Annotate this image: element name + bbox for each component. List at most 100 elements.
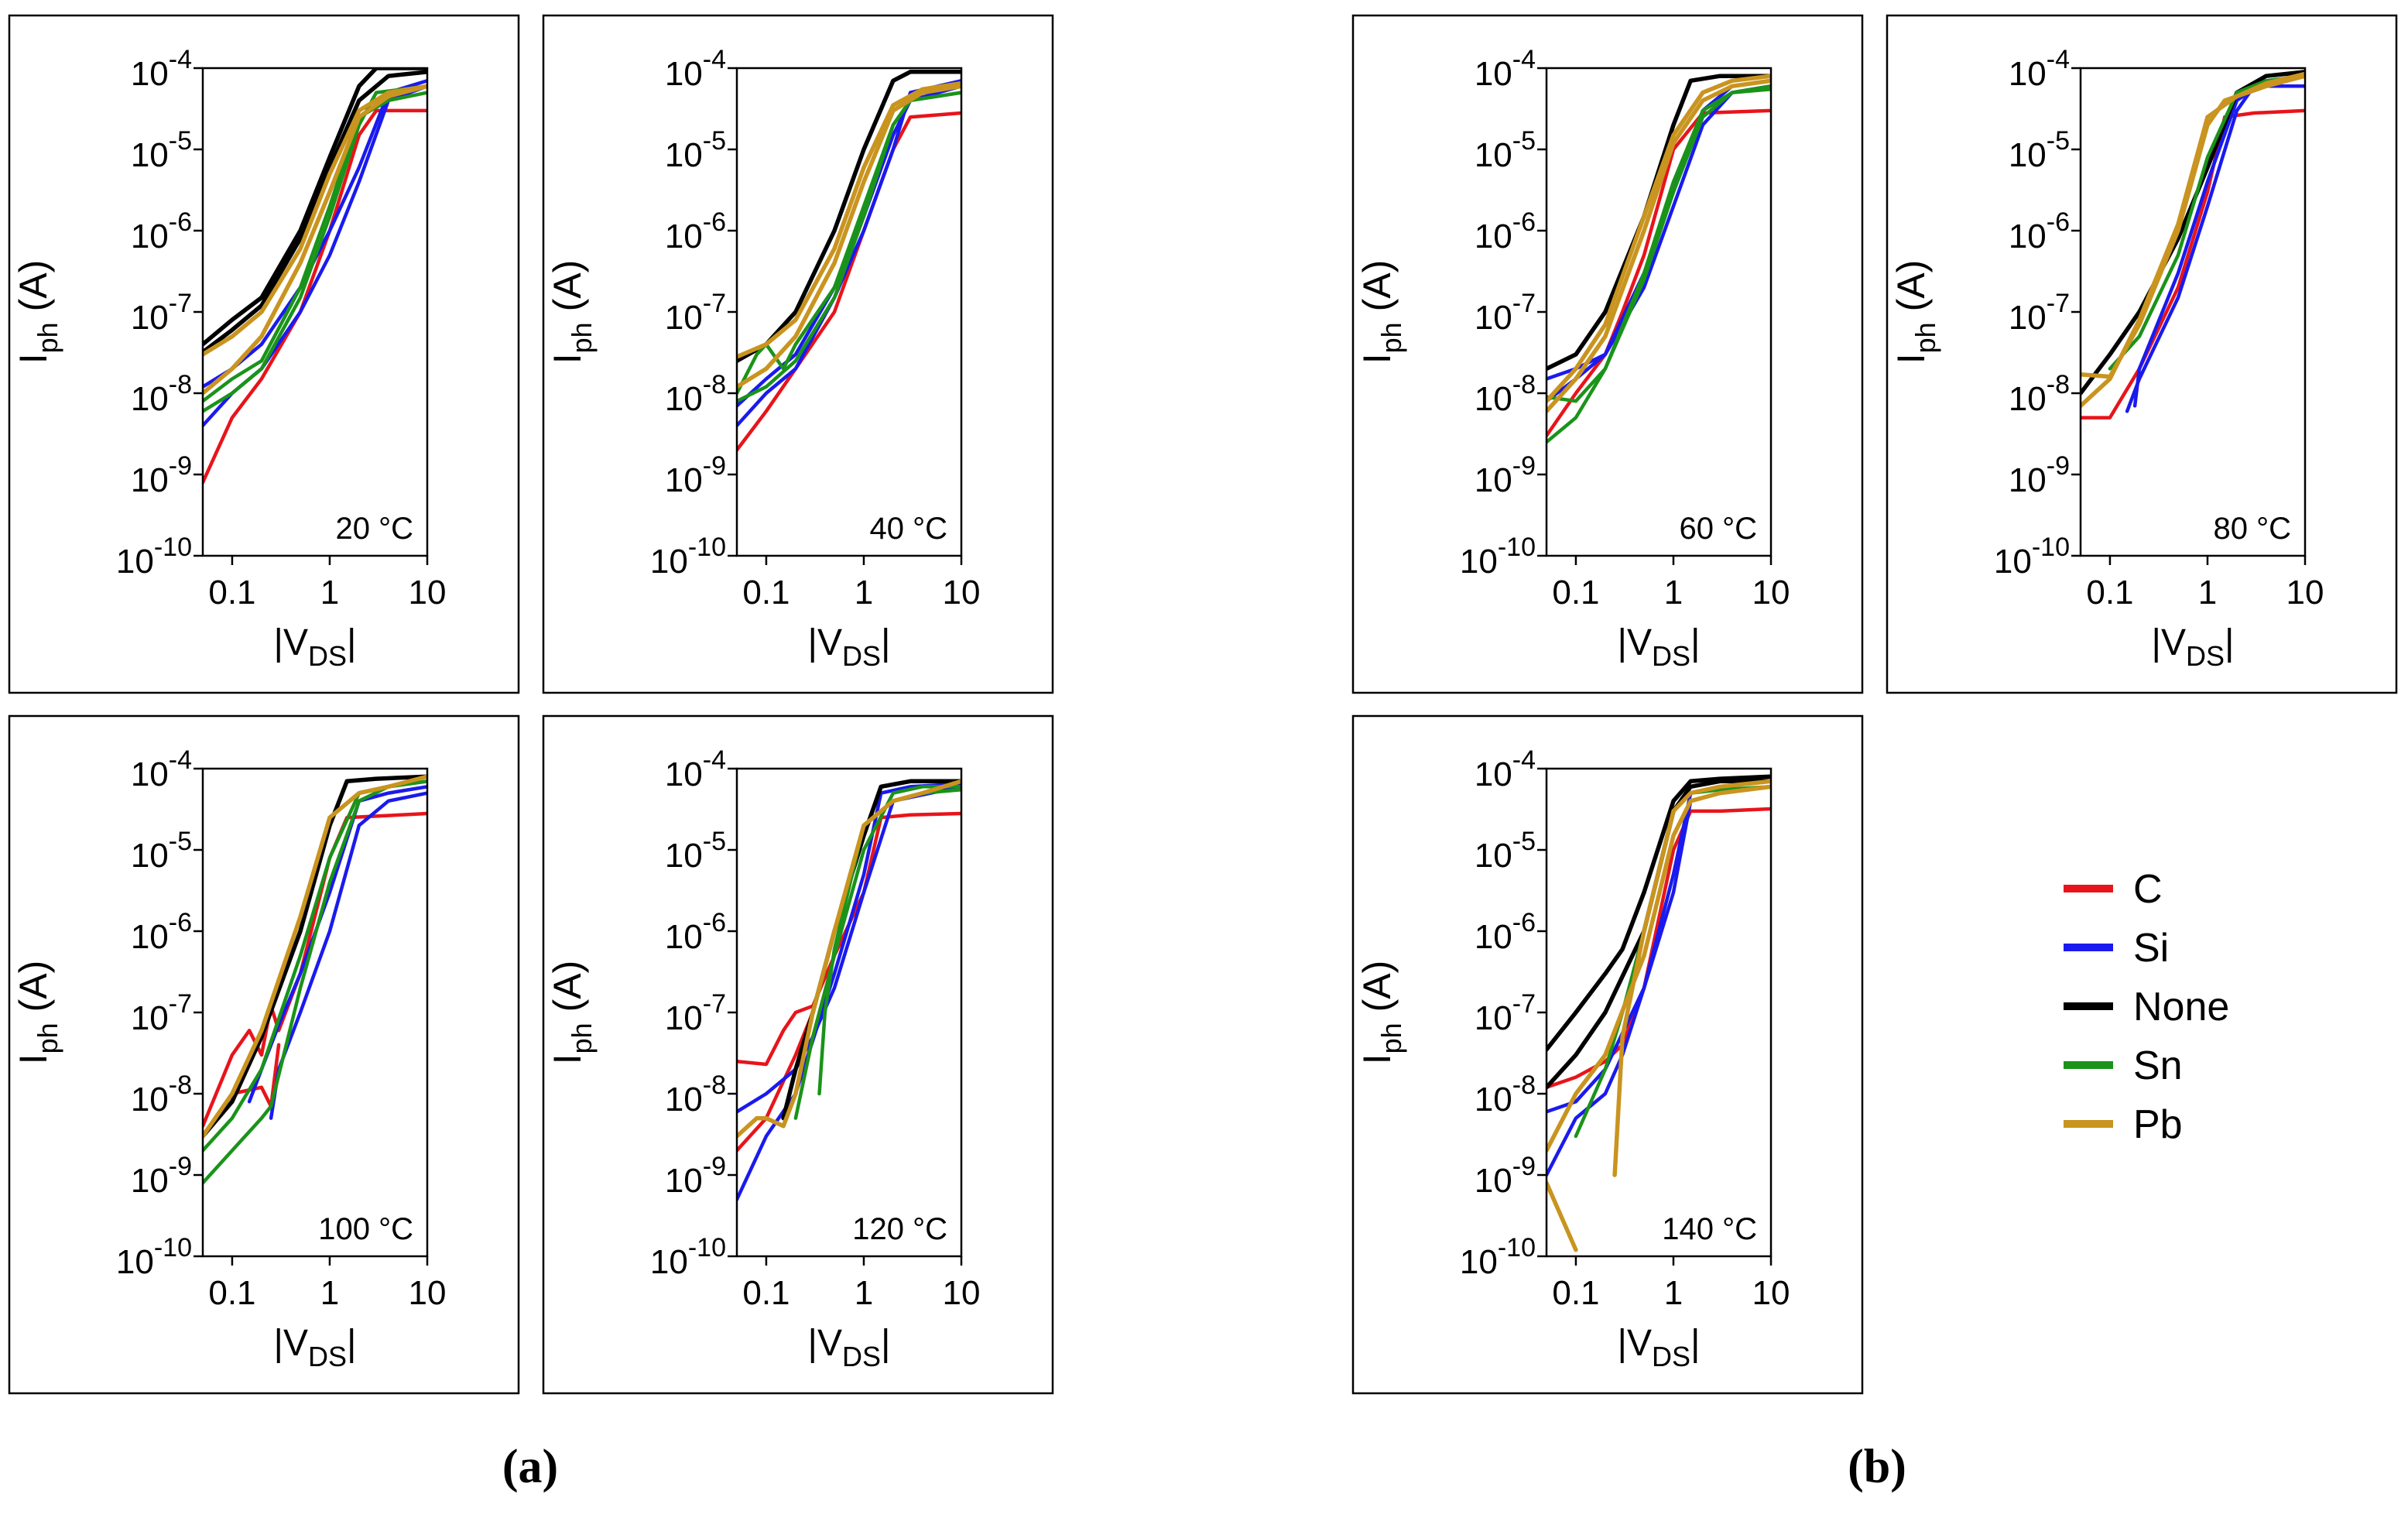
series-line-pb [1547,784,1771,1153]
y-tick-exponent: -7 [1512,289,1536,318]
x-tick-label: 0.1 [208,574,255,611]
x-label-main: V [817,1323,842,1364]
panel-frame [1886,14,2398,694]
series-line-c [203,108,427,485]
y-tick-base: 10 [116,543,154,581]
y-tick-exponent: -5 [703,126,726,156]
y-tick-exponent: -4 [1512,45,1536,74]
y-tick-exponent: -5 [2047,126,2070,156]
y-tick-exponent: -4 [703,745,726,775]
y-label-main: I [12,1053,55,1064]
y-tick-label: 10-6 [1475,908,1536,956]
y-tick-label: 10-7 [131,289,192,337]
y-tick-label: 10-9 [2009,451,2070,499]
series-line-pb [737,81,961,359]
y-tick-label: 10-4 [1475,45,1536,93]
abs-bar-right: | [1690,1323,1700,1364]
y-tick-base: 10 [665,918,703,956]
y-tick-exponent: -6 [1512,908,1536,937]
series-line-sn [737,91,961,403]
series-line-sn [1547,87,1771,403]
abs-bar-left: | [808,622,817,663]
y-tick-base: 10 [2009,55,2047,93]
y-label-unit: (A) [12,260,55,323]
x-tick-label: 10 [2286,574,2324,611]
legend-item-pb: Pb [2064,1102,2183,1147]
series-line-pb [1547,78,1771,414]
temperature-label: 80 °C [2214,512,2292,546]
y-tick-label: 10-5 [2009,126,2070,174]
series-line-pb [737,84,961,389]
x-tick-label: 0.1 [742,1274,790,1312]
y-tick-exponent: -4 [169,45,192,74]
series-line-sn [203,779,427,1185]
y-tick-base: 10 [650,543,688,581]
y-tick-base: 10 [131,218,169,255]
y-label-main: I [12,353,55,364]
y-tick-base: 10 [1475,837,1512,875]
series-line-pb [203,84,427,396]
x-label-sub: DS [1652,640,1690,672]
abs-bar-right: | [881,1323,890,1364]
series-lines [2081,70,2305,420]
x-label-sub: DS [308,1341,347,1372]
y-label-unit: (A) [546,961,589,1023]
subfigure-label-a: (a) [502,1440,558,1493]
y-tick-exponent: -8 [1512,1071,1536,1100]
abs-bar-right: | [347,1323,356,1364]
legend-label: None [2133,985,2229,1029]
y-tick-base: 10 [650,1243,688,1281]
y-tick-base: 10 [131,55,169,93]
y-tick-exponent: -6 [169,207,192,237]
y-label-unit: (A) [546,260,589,323]
y-tick-exponent: -10 [2032,533,2070,562]
series-line-c [2081,108,2305,420]
y-tick-label: 10-7 [131,989,192,1037]
y-tick-base: 10 [1475,1081,1512,1118]
temperature-label: 120 °C [852,1212,947,1246]
x-label-main: V [1627,1323,1652,1364]
y-tick-exponent: -7 [703,289,726,318]
y-tick-base: 10 [665,1081,703,1118]
abs-bar-left: | [1618,622,1627,663]
y-tick-exponent: -9 [169,1152,192,1181]
y-tick-exponent: -4 [1512,745,1536,775]
y-tick-exponent: -6 [703,207,726,237]
y-tick-exponent: -7 [2047,289,2070,318]
y-tick-base: 10 [665,1162,703,1200]
y-tick-base: 10 [131,755,169,793]
x-axis-label: |VDS| [808,622,891,672]
y-tick-label: 10-7 [1475,289,1536,337]
y-tick-exponent: -9 [703,451,726,481]
y-label-unit: (A) [12,961,55,1023]
y-tick-label: 10-8 [665,1071,726,1118]
y-label-sub: ph [32,1023,63,1053]
y-tick-label: 10-5 [665,126,726,174]
legend-label: Pb [2133,1102,2183,1147]
y-tick-exponent: -10 [688,533,726,562]
y-axis-label: Iph (A) [1355,260,1407,365]
y-label-sub: ph [1375,1023,1407,1053]
y-tick-label: 10-9 [131,1152,192,1200]
y-axis-label: Iph (A) [1355,961,1407,1065]
series-lines [203,68,427,485]
y-tick-base: 10 [1475,461,1512,499]
y-tick-label: 10-10 [650,533,726,581]
y-label-main: I [1889,353,1933,364]
legend-label: C [2133,867,2163,912]
series-line-c [203,811,427,1129]
y-tick-exponent: -9 [169,451,192,481]
y-tick-exponent: -10 [154,533,192,562]
y-tick-label: 10-4 [665,745,726,793]
x-label-main: V [2161,622,2186,663]
legend-label: Si [2133,926,2169,971]
y-tick-label: 10-4 [2009,45,2070,93]
x-tick-label: 0.1 [2086,574,2133,611]
y-axis-label: Iph (A) [12,260,63,365]
x-tick-label: 1 [1664,1274,1683,1312]
series-line-pb [203,84,427,357]
series-line-c [737,811,961,1067]
chart-panel: 10-410-510-610-710-810-910-100.1 1 10|VDS|… [542,14,1054,694]
y-tick-base: 10 [665,136,703,174]
y-tick-exponent: -5 [703,827,726,856]
